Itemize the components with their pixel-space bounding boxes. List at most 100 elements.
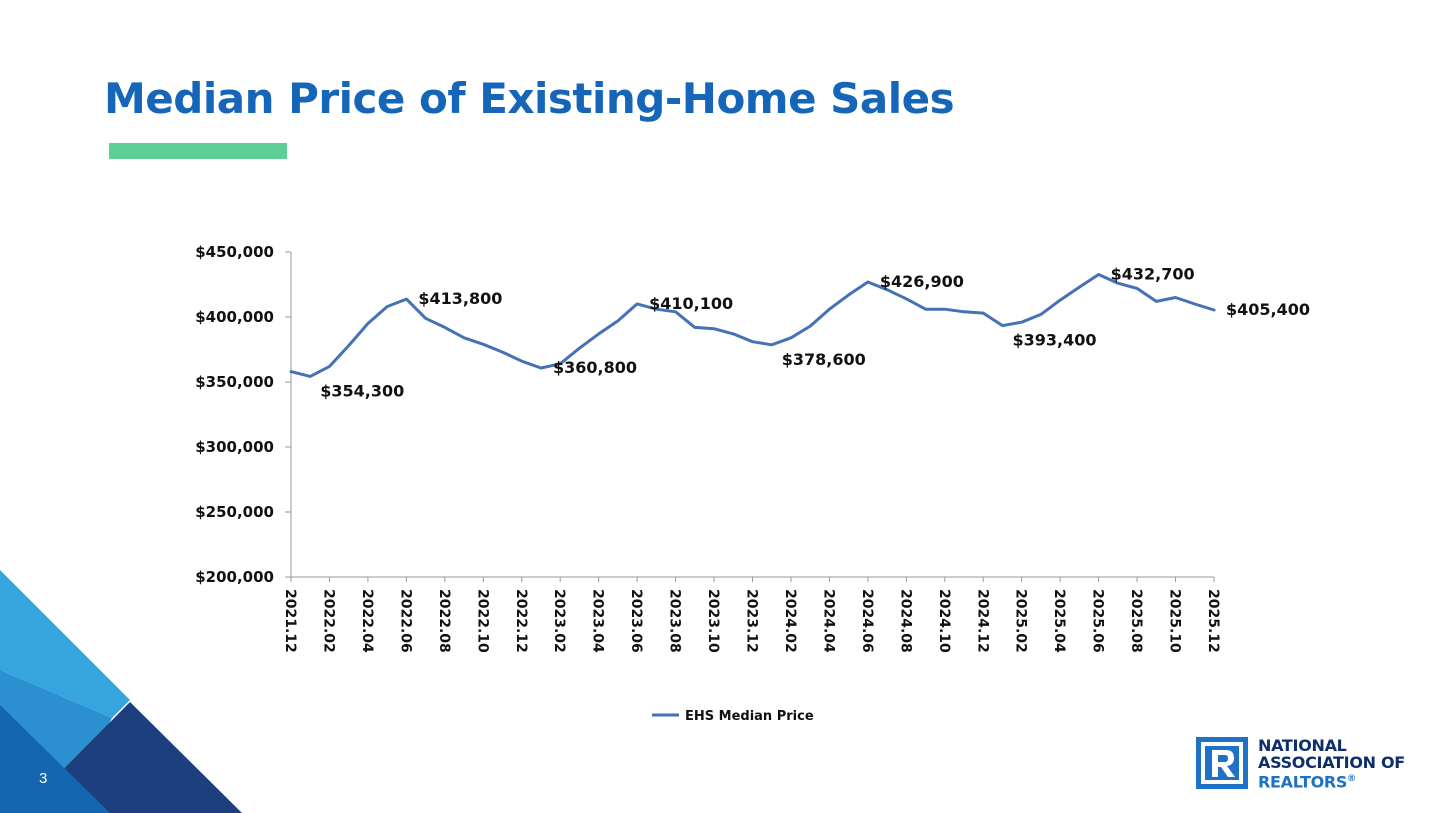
page-number: 3 (39, 770, 48, 787)
x-axis-ticks: 2021.12 2022.02 2022.04 2022.06 2022.08 2022.… (282, 577, 1221, 653)
data-point (1155, 300, 1158, 303)
data-point (770, 343, 773, 346)
data-label: $426,900 (880, 272, 964, 291)
logo-realtors-text: REALTORS (1258, 772, 1348, 792)
decor-blue-triangle (0, 705, 110, 813)
data-point (1174, 296, 1177, 299)
data-point (386, 305, 389, 308)
data-point (1078, 286, 1081, 289)
data-point (809, 325, 812, 328)
x-tick-label: 2024.06 (859, 589, 875, 653)
series-line-ehs-median-price (289, 273, 1216, 378)
data-point (713, 327, 716, 330)
logo-line-association: ASSOCIATION OF (1258, 753, 1405, 772)
data-label: $405,400 (1226, 300, 1310, 319)
data-point (732, 332, 735, 335)
data-point (924, 308, 927, 311)
data-point (1020, 321, 1023, 324)
data-point (789, 336, 792, 339)
chart-legend: EHS Median Price (652, 709, 814, 724)
data-point (866, 281, 869, 284)
y-tick-label: $250,000 (195, 503, 274, 521)
data-point (309, 375, 312, 378)
legend-label: EHS Median Price (685, 709, 814, 724)
decor-light-triangle (0, 570, 130, 718)
x-tick-label: 2023.08 (667, 589, 683, 653)
x-tick-label: 2023.04 (590, 589, 606, 653)
data-point (751, 340, 754, 343)
x-tick-label: 2025.04 (1051, 589, 1067, 653)
x-tick-label: 2024.04 (820, 589, 836, 653)
nar-logo: NATIONAL ASSOCIATION OF REALTORS® (1196, 737, 1405, 790)
corner-decoration (0, 570, 242, 813)
data-label: $354,300 (320, 381, 404, 400)
data-label: $378,600 (782, 350, 866, 369)
x-tick-label: 2022.12 (513, 589, 529, 653)
x-tick-label: 2022.02 (320, 589, 336, 653)
y-tick-label: $200,000 (195, 568, 274, 586)
series-group (289, 273, 1216, 378)
data-point (1097, 273, 1100, 276)
data-point (443, 326, 446, 329)
data-label: $432,700 (1111, 264, 1195, 283)
data-point (636, 302, 639, 305)
data-point (597, 332, 600, 335)
data-point (616, 319, 619, 322)
data-point (366, 322, 369, 325)
data-point (539, 366, 542, 369)
y-tick-label: $450,000 (195, 243, 274, 261)
data-point (693, 326, 696, 329)
data-point (405, 298, 408, 301)
data-point (1039, 313, 1042, 316)
x-tick-label: 2024.12 (974, 589, 990, 653)
data-point (1193, 303, 1196, 306)
x-tick-label: 2022.10 (474, 589, 490, 653)
y-axis-ticks: $200,000 $250,000 $300,000 $350,000 $400,000… (195, 243, 291, 586)
y-tick-label: $400,000 (195, 308, 274, 326)
data-point (520, 360, 523, 363)
data-point (424, 317, 427, 320)
data-point (1059, 299, 1062, 302)
data-point (828, 308, 831, 311)
data-point (943, 308, 946, 311)
data-label: $410,100 (649, 294, 733, 313)
data-labels: $354,300 $413,800 $360,800 $410,100 $378,600… (320, 264, 1310, 400)
data-point (1001, 324, 1004, 327)
x-tick-label: 2025.02 (1013, 589, 1029, 653)
data-point (1213, 308, 1216, 311)
data-label: $393,400 (1012, 331, 1096, 350)
x-tick-label: 2025.08 (1128, 589, 1144, 653)
data-point (982, 312, 985, 315)
data-label: $360,800 (553, 358, 637, 377)
data-point (347, 344, 350, 347)
x-tick-label: 2023.06 (628, 589, 644, 653)
x-tick-label: 2022.04 (359, 589, 375, 653)
data-point (482, 343, 485, 346)
page-title: Median Price of Existing-Home Sales (104, 74, 955, 123)
realtor-r-icon (1196, 737, 1248, 789)
data-point (290, 370, 293, 373)
x-tick-label: 2022.08 (436, 589, 452, 653)
title-accent-bar (109, 143, 287, 159)
x-tick-label: 2024.10 (936, 589, 952, 653)
logo-line-realtors: REALTORS® (1258, 771, 1405, 790)
y-tick-label: $350,000 (195, 373, 274, 391)
x-tick-label: 2023.10 (705, 589, 721, 653)
data-point (501, 351, 504, 354)
y-tick-label: $300,000 (195, 438, 274, 456)
x-tick-label: 2025.06 (1090, 589, 1106, 653)
registered-mark: ® (1347, 774, 1356, 784)
nar-wordmark: NATIONAL ASSOCIATION OF REALTORS® (1258, 737, 1405, 790)
x-tick-label: 2023.12 (744, 589, 760, 653)
data-point (905, 297, 908, 300)
x-tick-label: 2021.12 (282, 589, 298, 653)
logo-line-national: NATIONAL (1258, 736, 1347, 755)
x-tick-label: 2024.08 (897, 589, 913, 653)
x-tick-label: 2022.06 (397, 589, 413, 653)
x-tick-label: 2024.02 (782, 589, 798, 653)
x-tick-label: 2023.02 (551, 589, 567, 653)
data-point (847, 293, 850, 296)
data-point (1136, 287, 1139, 290)
data-point (963, 310, 966, 313)
